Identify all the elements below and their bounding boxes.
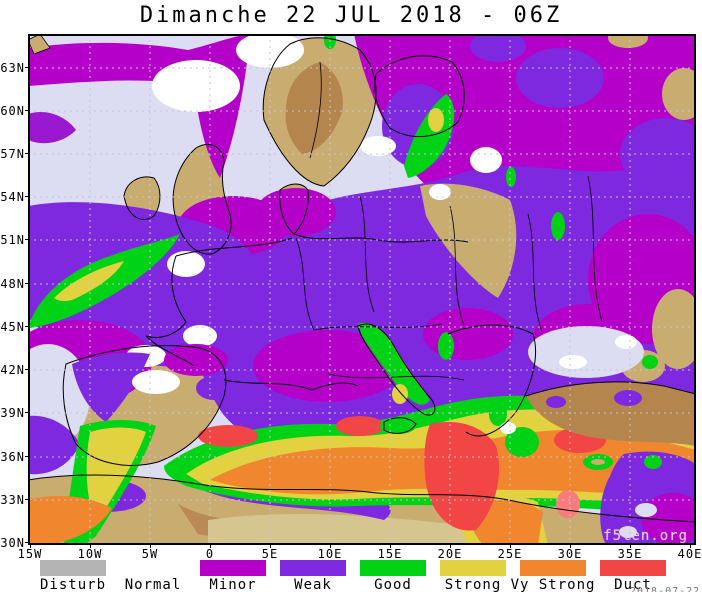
partial-timestamp: 2018-07-22 <box>630 586 701 592</box>
lat-axis-label: 36N <box>0 450 31 464</box>
lat-axis-label: 60N <box>0 104 31 118</box>
page-title: Dimanche 22 JUL 2018 - 06Z <box>139 3 563 28</box>
lon-axis-label: 5E <box>248 544 292 561</box>
legend-item-vy-strong: Vy Strong <box>511 560 594 592</box>
map-border <box>28 34 696 545</box>
legend-swatch-weak <box>280 560 346 576</box>
legend-label: Strong <box>444 577 502 592</box>
legend-swatch-duct <box>600 560 666 576</box>
grid-layer <box>28 34 696 545</box>
legend-item-normal: Normal <box>120 560 186 592</box>
lat-axis-label: 39N <box>0 406 31 420</box>
legend-item-good: Good <box>360 560 426 592</box>
lat-axis-label: 54N <box>0 190 31 204</box>
lon-axis-label: 15W <box>8 544 52 561</box>
legend-swatch-disturb <box>40 560 106 576</box>
legend-swatch-normal <box>120 560 186 576</box>
legend-label: Normal <box>124 577 182 592</box>
legend-swatch-good <box>360 560 426 576</box>
lon-axis-label: 35E <box>608 544 652 561</box>
lat-axis-label: 45N <box>0 320 31 334</box>
lon-axis-label: 25E <box>488 544 532 561</box>
legend-item-disturb: Disturb <box>40 560 106 592</box>
lon-axis-label: 15E <box>368 544 412 561</box>
lat-axis-label: 57N <box>0 147 31 161</box>
lon-axis-label: 30E <box>548 544 592 561</box>
lon-axis-label: 10W <box>68 544 112 561</box>
legend-label: Minor <box>209 577 257 592</box>
lon-axis-label: 5W <box>128 544 172 561</box>
legend-item-weak: Weak <box>280 560 346 592</box>
map-frame: f5len.org <box>28 34 696 545</box>
legend: Disturb Normal Minor Weak Good Strong Vy… <box>0 560 702 592</box>
lat-axis-label: 42N <box>0 363 31 377</box>
legend-item-minor: Minor <box>200 560 266 592</box>
legend-item-strong: Strong <box>440 560 506 592</box>
watermark: f5len.org <box>603 528 688 544</box>
legend-label: Vy Strong <box>510 577 596 592</box>
legend-item-duct: Duct <box>600 560 666 592</box>
lon-axis-label: 40E <box>668 544 702 561</box>
europe-propagation-map <box>28 34 696 545</box>
lat-axis-label: 63N <box>0 61 31 75</box>
lon-axis-label: 0 <box>188 544 232 561</box>
coastline-layer <box>28 34 696 523</box>
legend-swatch-minor <box>200 560 266 576</box>
legend-label: Good <box>374 577 412 592</box>
legend-label: Duct <box>614 577 652 592</box>
lon-axis-label: 10E <box>308 544 352 561</box>
legend-swatch-strong <box>440 560 506 576</box>
lat-axis-label: 51N <box>0 233 31 247</box>
legend-label: Weak <box>294 577 332 592</box>
legend-label: Disturb <box>39 577 107 592</box>
lon-axis-label: 20E <box>428 544 472 561</box>
legend-swatch-vy-strong <box>520 560 586 576</box>
lat-axis-label: 33N <box>0 493 31 507</box>
lat-axis-label: 48N <box>0 277 31 291</box>
